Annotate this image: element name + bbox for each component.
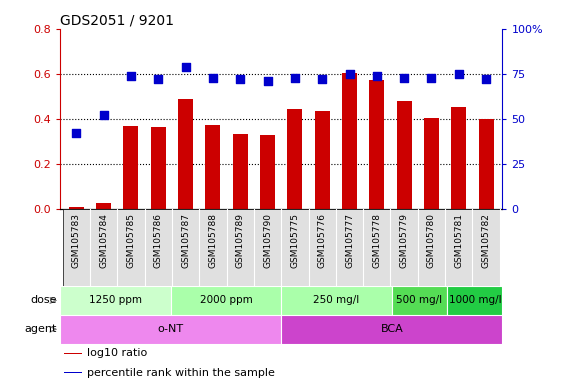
Point xyxy=(236,76,245,83)
Bar xyxy=(424,118,439,209)
Point xyxy=(454,71,463,77)
Text: 250 mg/l: 250 mg/l xyxy=(313,295,360,306)
Bar xyxy=(151,127,166,209)
Bar xyxy=(206,125,220,209)
Text: GSM105782: GSM105782 xyxy=(481,213,490,268)
Point xyxy=(72,131,81,137)
Text: log10 ratio: log10 ratio xyxy=(87,348,147,358)
Text: GSM105777: GSM105777 xyxy=(345,213,354,268)
Text: dose: dose xyxy=(31,295,57,306)
Bar xyxy=(69,207,84,209)
Bar xyxy=(478,119,493,209)
Text: GSM105779: GSM105779 xyxy=(400,213,409,268)
Bar xyxy=(447,286,502,315)
Text: o-NT: o-NT xyxy=(158,324,184,334)
Bar xyxy=(171,286,282,315)
Point xyxy=(126,73,135,79)
Point xyxy=(427,74,436,81)
Point xyxy=(181,64,190,70)
Text: 500 mg/l: 500 mg/l xyxy=(396,295,443,306)
Text: GSM105784: GSM105784 xyxy=(99,213,108,268)
Text: agent: agent xyxy=(25,324,57,334)
Point xyxy=(400,74,409,81)
Bar xyxy=(96,202,111,209)
Text: GSM105783: GSM105783 xyxy=(72,213,81,268)
Text: 2000 ppm: 2000 ppm xyxy=(199,295,252,306)
Text: percentile rank within the sample: percentile rank within the sample xyxy=(87,367,275,377)
Bar xyxy=(287,109,303,209)
Bar xyxy=(451,107,467,209)
Bar xyxy=(282,315,502,344)
Text: GSM105786: GSM105786 xyxy=(154,213,163,268)
Bar xyxy=(392,286,447,315)
Text: GSM105785: GSM105785 xyxy=(127,213,135,268)
Point xyxy=(208,74,218,81)
Text: GSM105790: GSM105790 xyxy=(263,213,272,268)
Point xyxy=(290,74,299,81)
Bar xyxy=(397,101,412,209)
Point xyxy=(263,78,272,84)
Point xyxy=(345,71,354,77)
Bar xyxy=(342,73,357,209)
Bar xyxy=(65,353,82,354)
Bar xyxy=(233,134,248,209)
Point xyxy=(317,76,327,83)
Text: GDS2051 / 9201: GDS2051 / 9201 xyxy=(60,14,174,28)
Text: GSM105781: GSM105781 xyxy=(455,213,463,268)
Text: BCA: BCA xyxy=(380,324,403,334)
Bar xyxy=(178,99,193,209)
Point xyxy=(372,73,381,79)
Bar xyxy=(123,126,139,209)
Point xyxy=(481,76,490,83)
Point xyxy=(99,113,108,119)
Text: GSM105787: GSM105787 xyxy=(181,213,190,268)
Text: GSM105776: GSM105776 xyxy=(317,213,327,268)
Bar xyxy=(65,372,82,373)
Bar xyxy=(369,79,384,209)
Bar xyxy=(315,111,329,209)
Bar xyxy=(60,286,171,315)
Text: GSM105780: GSM105780 xyxy=(427,213,436,268)
Text: GSM105778: GSM105778 xyxy=(372,213,381,268)
Text: 1000 mg/l: 1000 mg/l xyxy=(448,295,501,306)
Text: GSM105775: GSM105775 xyxy=(291,213,299,268)
Bar xyxy=(282,286,392,315)
Text: 1250 ppm: 1250 ppm xyxy=(89,295,142,306)
Text: GSM105788: GSM105788 xyxy=(208,213,218,268)
Text: GSM105789: GSM105789 xyxy=(236,213,245,268)
Bar xyxy=(260,135,275,209)
Bar xyxy=(60,315,282,344)
Point xyxy=(154,76,163,83)
